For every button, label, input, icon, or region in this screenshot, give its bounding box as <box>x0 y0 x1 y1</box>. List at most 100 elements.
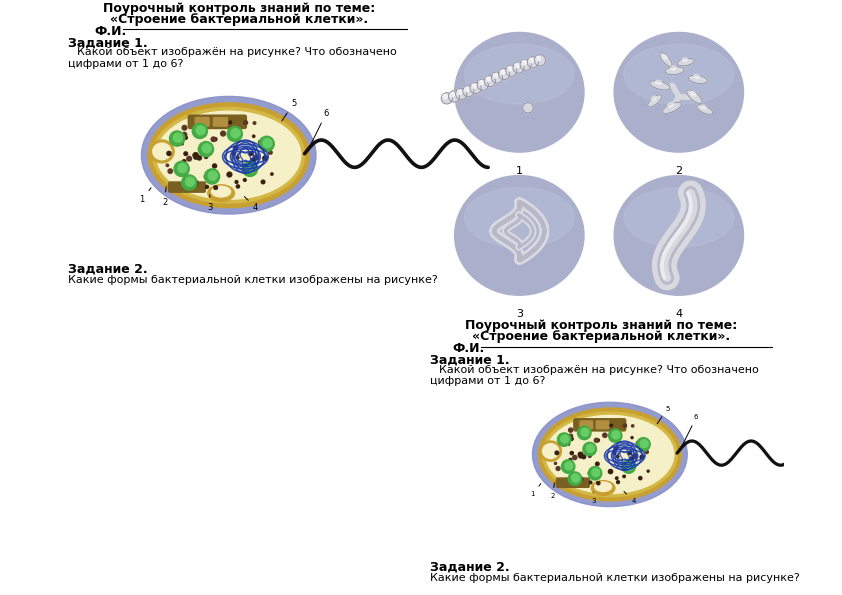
Circle shape <box>243 178 246 181</box>
Ellipse shape <box>211 186 231 197</box>
Ellipse shape <box>656 80 662 84</box>
Circle shape <box>568 434 573 438</box>
Circle shape <box>194 153 198 158</box>
Circle shape <box>254 155 258 159</box>
Circle shape <box>568 428 573 432</box>
Circle shape <box>572 474 579 482</box>
Circle shape <box>623 424 626 427</box>
Ellipse shape <box>540 441 562 461</box>
Circle shape <box>592 469 600 477</box>
Circle shape <box>554 462 557 465</box>
Circle shape <box>233 146 237 151</box>
Circle shape <box>506 65 517 76</box>
Circle shape <box>631 437 633 439</box>
Ellipse shape <box>542 412 677 497</box>
Ellipse shape <box>591 481 615 496</box>
Circle shape <box>249 152 253 155</box>
Ellipse shape <box>624 187 734 248</box>
Circle shape <box>253 122 256 124</box>
Circle shape <box>522 61 526 65</box>
Ellipse shape <box>663 55 667 59</box>
Circle shape <box>229 121 232 124</box>
Circle shape <box>179 165 183 168</box>
Ellipse shape <box>660 52 672 67</box>
Text: «Строение бактериальной клетки».: «Строение бактериальной клетки». <box>110 13 368 26</box>
Text: 4: 4 <box>244 196 258 212</box>
Circle shape <box>443 95 447 99</box>
Circle shape <box>647 470 649 472</box>
Circle shape <box>193 153 197 157</box>
Ellipse shape <box>663 102 681 114</box>
Circle shape <box>484 76 495 87</box>
Circle shape <box>594 439 599 442</box>
Ellipse shape <box>208 185 234 202</box>
Circle shape <box>556 466 560 471</box>
Ellipse shape <box>687 90 702 104</box>
Circle shape <box>235 131 239 134</box>
Circle shape <box>258 140 263 145</box>
FancyBboxPatch shape <box>168 182 205 192</box>
Circle shape <box>179 165 183 170</box>
Circle shape <box>173 133 176 136</box>
Ellipse shape <box>614 33 743 152</box>
Circle shape <box>242 161 258 177</box>
Circle shape <box>263 156 267 161</box>
Circle shape <box>486 77 490 82</box>
Circle shape <box>449 91 460 102</box>
Ellipse shape <box>546 415 674 493</box>
Circle shape <box>529 58 533 62</box>
Circle shape <box>450 93 455 97</box>
FancyBboxPatch shape <box>557 478 589 487</box>
Circle shape <box>613 452 616 455</box>
Circle shape <box>595 462 600 466</box>
Circle shape <box>536 57 541 61</box>
Circle shape <box>227 126 242 142</box>
Circle shape <box>589 466 602 480</box>
Text: 5: 5 <box>657 406 669 424</box>
Text: Какие формы бактериальной клетки изображены на рисунке?: Какие формы бактериальной клетки изображ… <box>68 275 438 285</box>
Ellipse shape <box>464 187 574 248</box>
Text: Какой объект изображён на рисунке? Что обозначено: Какой объект изображён на рисунке? Что о… <box>440 365 759 375</box>
Circle shape <box>194 180 198 185</box>
Circle shape <box>166 164 168 167</box>
Circle shape <box>614 446 618 450</box>
Circle shape <box>269 151 272 154</box>
Ellipse shape <box>677 58 695 66</box>
Circle shape <box>527 57 538 68</box>
Circle shape <box>589 455 591 458</box>
Circle shape <box>616 433 619 436</box>
Text: цифрами от 1 до 6?: цифрами от 1 до 6? <box>68 59 184 68</box>
Ellipse shape <box>614 176 743 295</box>
Text: Какие формы бактериальной клетки изображены на рисунке?: Какие формы бактериальной клетки изображ… <box>430 572 800 583</box>
Circle shape <box>570 437 573 440</box>
Circle shape <box>623 475 626 478</box>
Circle shape <box>565 462 573 470</box>
Ellipse shape <box>690 92 695 96</box>
Circle shape <box>477 79 488 90</box>
Circle shape <box>630 458 633 461</box>
Circle shape <box>214 137 217 141</box>
Circle shape <box>192 123 207 139</box>
Circle shape <box>246 167 250 171</box>
Circle shape <box>628 452 632 455</box>
Circle shape <box>167 151 171 155</box>
Text: Поурочный контроль знаний по теме:: Поурочный контроль знаний по теме: <box>103 2 376 15</box>
Circle shape <box>594 447 596 449</box>
Circle shape <box>562 460 575 473</box>
Circle shape <box>610 424 612 427</box>
Circle shape <box>230 127 232 129</box>
Circle shape <box>251 159 255 162</box>
Circle shape <box>535 55 546 66</box>
Circle shape <box>169 131 184 146</box>
Circle shape <box>456 89 466 99</box>
Ellipse shape <box>694 74 700 79</box>
Circle shape <box>578 477 583 481</box>
Circle shape <box>632 425 634 427</box>
Circle shape <box>508 67 512 71</box>
Text: 1: 1 <box>139 188 151 204</box>
Circle shape <box>632 454 637 458</box>
Circle shape <box>578 426 591 440</box>
Circle shape <box>597 481 600 485</box>
Text: 1: 1 <box>530 484 541 497</box>
Circle shape <box>616 455 619 458</box>
